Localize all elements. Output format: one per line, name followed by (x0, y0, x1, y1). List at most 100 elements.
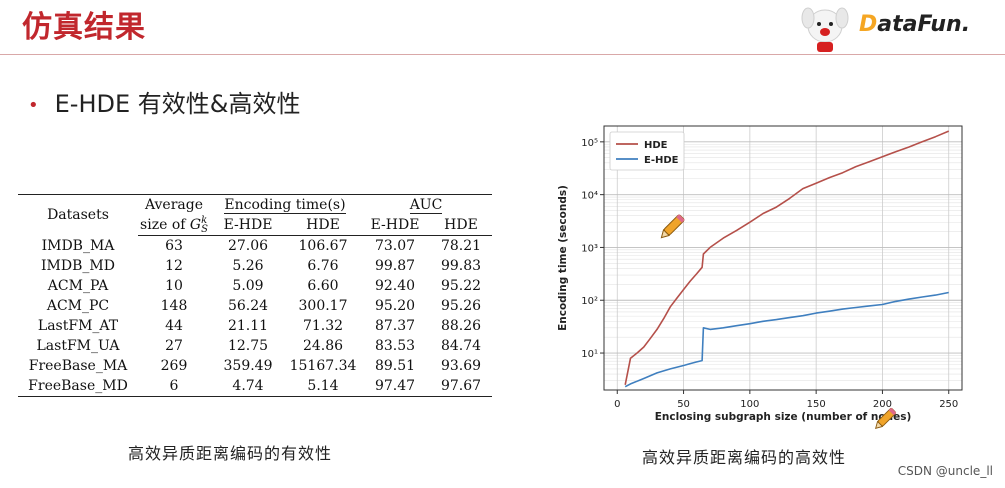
header-auc: AUC (360, 194, 492, 215)
cell-enc-ehde: 4.74 (210, 376, 286, 397)
y-tick-label: 10³ (581, 243, 598, 254)
cell-dataset: LastFM_AT (37, 318, 119, 334)
header-encoding-time: Encoding time(s) (210, 194, 360, 215)
cell-dataset: FreeBase_MA (28, 358, 128, 374)
x-tick-label: 0 (614, 399, 620, 410)
bullet-point: • E-HDE 有效性&高效性 (28, 84, 300, 119)
cell-dataset: LastFM_UA (36, 338, 120, 354)
cell-auc-hde: 95.22 (440, 278, 482, 294)
pencil-icon (875, 407, 897, 429)
cell-enc-ehde: 5.09 (232, 278, 264, 294)
table-row: FreeBase_MA 269 359.49 15167.34 89.51 93… (18, 356, 492, 376)
cell-auc-hde: 84.74 (440, 338, 482, 354)
cell-avg: 6 (138, 376, 210, 397)
cell-avg: 12 (165, 258, 183, 274)
cell-auc-hde: 99.83 (440, 258, 482, 274)
header-enc-hde: HDE (286, 215, 360, 236)
cell-avg: 10 (165, 278, 183, 294)
bullet-text: E-HDE 有效性&高效性 (54, 90, 301, 118)
series-line-hde (624, 130, 950, 385)
cell-avg: 44 (165, 318, 183, 334)
x-axis-label: Enclosing subgraph size (number of nodes… (655, 411, 912, 423)
table-header-row: Datasets Average Encoding time(s) AUC (18, 194, 492, 236)
x-tick-label: 50 (677, 399, 690, 410)
table-row: LastFM_AT 44 21.11 71.32 87.37 88.26 (18, 316, 492, 336)
cell-auc-ehde: 97.47 (360, 376, 430, 397)
cell-auc-ehde: 89.51 (374, 358, 416, 374)
header-enc-ehde: E-HDE (210, 215, 286, 236)
cell-enc-hde: 71.32 (302, 318, 344, 334)
table-row: LastFM_UA 27 12.75 24.86 83.53 84.74 (18, 336, 492, 356)
cell-auc-hde: 97.67 (430, 376, 492, 397)
pencil-icon (660, 214, 685, 239)
cell-enc-ehde: 5.26 (232, 258, 264, 274)
cell-dataset: ACM_PC (46, 298, 110, 314)
cell-dataset: IMDB_MA (41, 237, 115, 254)
cell-enc-hde: 15167.34 (289, 358, 357, 374)
cell-auc-ehde: 99.87 (374, 258, 416, 274)
chart-caption: 高效异质距离编码的高效性 (642, 448, 847, 467)
header-average: Average (138, 194, 210, 215)
cell-auc-hde: 88.26 (440, 318, 482, 334)
cell-enc-ehde: 21.11 (227, 318, 269, 334)
cell-dataset: FreeBase_MD (18, 376, 138, 397)
table-row: IMDB_MA 63 27.06 106.67 73.07 78.21 (18, 236, 492, 257)
cell-enc-ehde: 359.49 (223, 358, 273, 374)
logo-wordmark: DataFun. (859, 12, 971, 37)
cell-dataset: ACM_PA (47, 278, 109, 294)
cell-auc-hde: 78.21 (440, 238, 482, 254)
cell-auc-ehde: 83.53 (374, 338, 416, 354)
cell-auc-ehde: 92.40 (374, 278, 416, 294)
cell-enc-ehde: 56.24 (227, 298, 269, 314)
cell-auc-ehde: 95.20 (374, 298, 416, 314)
legend-box (609, 131, 685, 171)
x-tick-label: 100 (740, 399, 759, 410)
encoding-time-chart: 0 50 100 150 200 250 10¹ 10² 10³ 10⁴ 10⁵ HDE E-HDE En… (552, 118, 972, 428)
cell-dataset: IMDB_MD (41, 258, 115, 274)
x-tick-label: 250 (939, 399, 958, 410)
chart-svg: 0 50 100 150 200 250 10¹ 10² 10³ 10⁴ 10⁵ HDE E-HDE En… (557, 125, 963, 423)
table-row: FreeBase_MD 6 4.74 5.14 97.47 97.67 (18, 376, 492, 397)
watermark: CSDN @uncle_ll (897, 464, 993, 478)
cell-enc-hde: 106.67 (298, 238, 348, 254)
table-row: IMDB_MD 12 5.26 6.76 99.87 99.83 (18, 256, 492, 276)
y-axis-label: Encoding time (seconds) (557, 185, 569, 331)
cell-enc-hde: 5.14 (286, 376, 360, 397)
x-tick-label: 200 (873, 399, 892, 410)
cell-enc-ehde: 12.75 (227, 338, 269, 354)
cell-auc-hde: 93.69 (440, 358, 482, 374)
slide-title: 仿真结果 (22, 10, 146, 45)
cell-enc-ehde: 27.06 (227, 238, 269, 254)
plot-frame (603, 125, 963, 391)
cell-avg: 27 (165, 338, 183, 354)
table-caption: 高效异质距离编码的有效性 (128, 444, 333, 463)
table-row: ACM_PC 148 56.24 300.17 95.20 95.26 (18, 296, 492, 316)
y-tick-label: 10⁴ (581, 191, 598, 202)
header-auc-hde: HDE (430, 215, 492, 236)
cell-enc-hde: 300.17 (298, 298, 348, 314)
cell-enc-hde: 6.76 (307, 258, 339, 274)
legend-label: E-HDE (644, 155, 679, 166)
legend-label: HDE (644, 140, 668, 151)
datafun-logo: DataFun. (797, 4, 997, 54)
table-row: ACM_PA 10 5.09 6.60 92.40 95.22 (18, 276, 492, 296)
results-table: Datasets Average Encoding time(s) AUC si… (18, 194, 492, 397)
cell-auc-ehde: 87.37 (374, 318, 416, 334)
cell-auc-hde: 95.26 (440, 298, 482, 314)
mascot-icon (801, 7, 849, 52)
header-datasets: Datasets (18, 194, 138, 236)
series-line-e-hde (624, 291, 949, 388)
y-tick-label: 10¹ (581, 349, 598, 360)
header-auc-ehde: E-HDE (360, 215, 430, 236)
cell-avg: 63 (165, 238, 183, 254)
x-tick-label: 150 (807, 399, 826, 410)
cell-avg: 148 (160, 298, 188, 314)
y-tick-label: 10⁵ (581, 138, 598, 149)
title-divider (0, 54, 1005, 55)
cell-enc-hde: 6.60 (307, 278, 339, 294)
cell-auc-ehde: 73.07 (374, 238, 416, 254)
cell-avg: 269 (160, 358, 188, 374)
bullet-dot-icon: • (28, 94, 39, 116)
